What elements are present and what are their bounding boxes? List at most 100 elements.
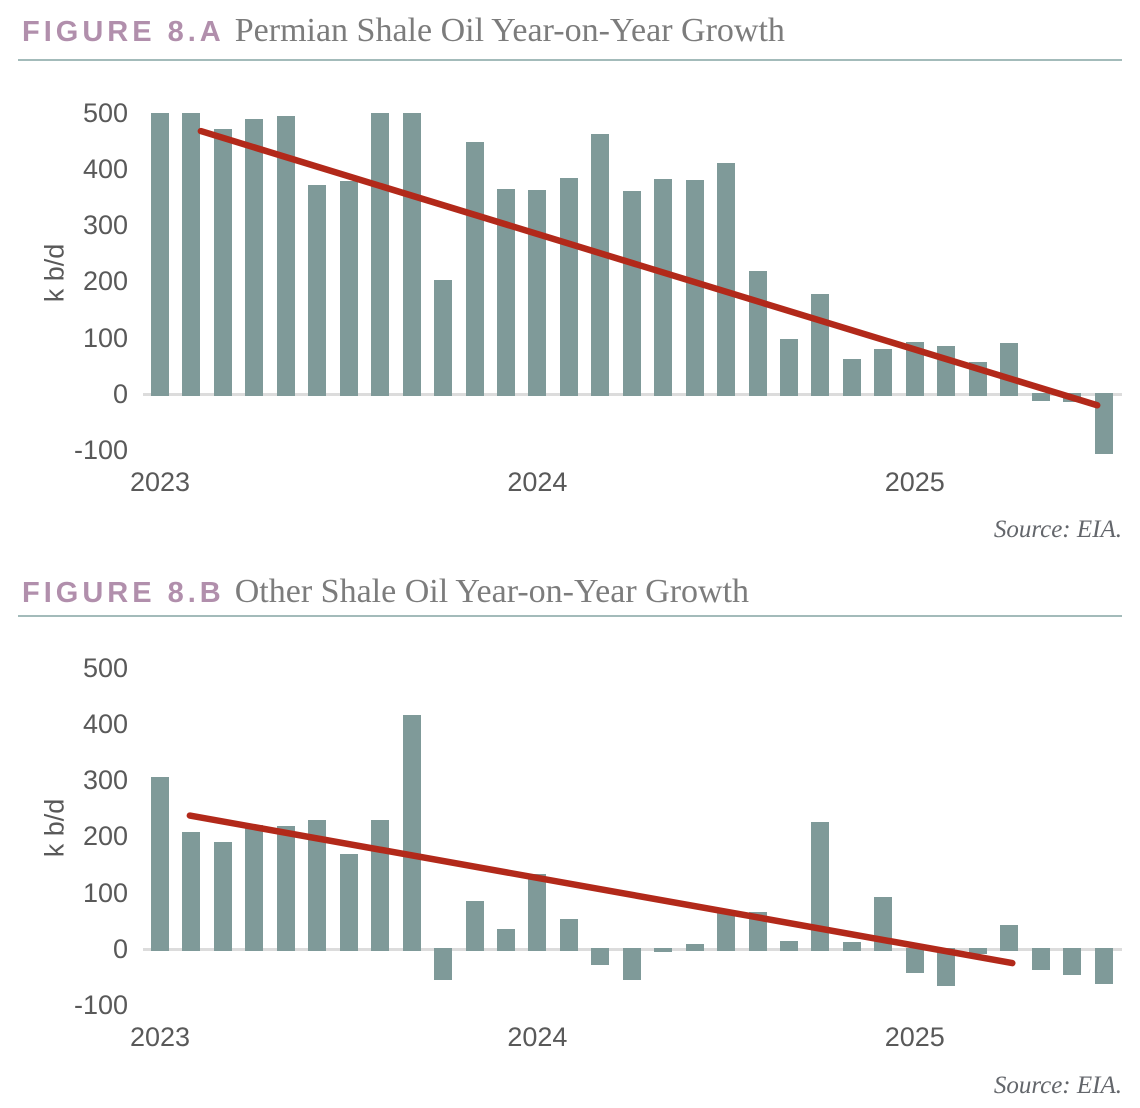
- bar-2024-01: [528, 874, 547, 951]
- source-note: Source: EIA.: [993, 1072, 1122, 1099]
- bar-2023-01: [151, 777, 169, 951]
- bar-2023-03: [213, 842, 232, 951]
- bar-2024-09: [780, 940, 798, 951]
- bar-2024-03: [591, 133, 610, 396]
- bar-2025-01: [905, 342, 924, 396]
- y-tick-label-400: 400: [82, 708, 128, 739]
- bar-2024-07: [717, 163, 736, 396]
- bar-2023-10: [434, 280, 453, 396]
- bar-2025-07: [1094, 948, 1113, 985]
- bar-2025-06: [1063, 948, 1082, 976]
- y-tick-label--100: -100: [73, 990, 128, 1021]
- bar-2024-04: [622, 191, 641, 396]
- figure-8b-title-row: FIGURE 8.B Other Shale Oil Year-on-Year G…: [22, 573, 1122, 611]
- title-divider: [18, 615, 1122, 617]
- bar-2023-04: [245, 118, 264, 396]
- chart-permian-yoy-growth: 500 400 300 200 100 0 -100 k b/d 2023 2024 2025: [0, 62, 1140, 502]
- bar-2024-10: [811, 822, 830, 951]
- y-tick-label-300: 300: [82, 210, 128, 241]
- bar-2024-05: [654, 948, 673, 952]
- bar-2024-02: [559, 178, 578, 396]
- x-tick-label-2023: 2023: [129, 1022, 191, 1052]
- x-tick-label-2024: 2024: [507, 467, 568, 497]
- bar-2023-05: [276, 826, 295, 951]
- y-axis-label: k b/d: [39, 243, 70, 303]
- source-note: Source: EIA.: [993, 516, 1122, 543]
- bar-2025-01: [905, 948, 924, 973]
- figure-8a-title-row: FIGURE 8.A Permian Shale Oil Year-on-Year…: [22, 12, 1122, 50]
- bar-2025-03: [968, 948, 987, 954]
- figure-8b-title: Other Shale Oil Year-on-Year Growth: [234, 573, 750, 610]
- bar-2023-02: [182, 832, 201, 951]
- x-tick-label-2025: 2025: [884, 467, 945, 497]
- bar-2025-05: [1031, 393, 1050, 402]
- trend-line: [197, 127, 1101, 409]
- y-tick-label-100: 100: [82, 877, 128, 908]
- bar-2023-01: [151, 112, 169, 396]
- bar-2025-03: [968, 361, 987, 396]
- bar-2023-11: [465, 141, 484, 396]
- bar-2023-09: [402, 715, 421, 951]
- x-tick-label-2024: 2024: [507, 1022, 568, 1052]
- bar-2025-02: [937, 346, 956, 396]
- bar-2025-06: [1063, 393, 1082, 403]
- bar-2023-11: [465, 901, 484, 951]
- x-tick-label-2025: 2025: [884, 1022, 945, 1052]
- figure-8a-title: Permian Shale Oil Year-on-Year Growth: [234, 12, 785, 49]
- y-tick-label-500: 500: [82, 652, 128, 683]
- bar-2024-02: [559, 919, 578, 951]
- bar-2023-12: [496, 188, 515, 396]
- y-axis-label: k b/d: [39, 798, 70, 858]
- figure-8a: FIGURE 8.A Permian Shale Oil Year-on-Year…: [0, 12, 1140, 543]
- y-tick-label-100: 100: [82, 322, 128, 353]
- y-tick-label-0: 0: [112, 934, 128, 964]
- y-tick-label-300: 300: [82, 765, 128, 796]
- x-tick-label-2023: 2023: [129, 467, 191, 497]
- figure-8a-label: FIGURE 8.A: [22, 16, 225, 48]
- chart-other-shale-yoy-growth: 500 400 300 200 100 0 -100 k b/d 2023 2024 2025: [0, 617, 1140, 1057]
- bar-2025-04: [1000, 925, 1019, 951]
- bar-2023-08: [371, 112, 390, 396]
- bar-2023-06: [308, 184, 327, 396]
- y-tick-label-200: 200: [82, 266, 128, 297]
- bar-2024-03: [591, 948, 610, 965]
- y-tick-label-400: 400: [82, 153, 128, 184]
- bar-2024-12: [874, 348, 893, 396]
- bar-2024-12: [874, 896, 893, 951]
- bar-2024-07: [717, 910, 736, 951]
- bar-2025-02: [937, 948, 956, 986]
- y-tick-label-500: 500: [82, 97, 128, 128]
- bar-2023-07: [339, 181, 358, 396]
- figure-8b: FIGURE 8.B Other Shale Oil Year-on-Year G…: [0, 562, 1140, 1108]
- bar-2023-10: [434, 948, 453, 980]
- bar-2024-08: [748, 271, 767, 396]
- bar-2024-11: [842, 358, 861, 396]
- bar-2023-02: [182, 112, 201, 396]
- title-divider: [18, 59, 1122, 61]
- bar-2024-01: [528, 190, 547, 396]
- bar-2024-11: [842, 942, 861, 951]
- bar-2025-04: [1000, 343, 1019, 396]
- bar-2024-09: [780, 339, 798, 396]
- bar-2024-06: [685, 944, 704, 951]
- bar-2024-05: [654, 178, 673, 396]
- y-tick-label--100: -100: [73, 435, 128, 466]
- bar-2023-08: [371, 819, 390, 951]
- bar-2023-06: [308, 819, 327, 951]
- y-tick-label-200: 200: [82, 821, 128, 852]
- bar-2023-07: [339, 854, 358, 951]
- bar-2023-03: [213, 129, 232, 396]
- trendline-layer: [186, 812, 1016, 967]
- bar-2024-10: [811, 293, 830, 396]
- bar-2023-09: [402, 112, 421, 396]
- figure-8b-label: FIGURE 8.B: [22, 577, 225, 609]
- bar-2024-04: [622, 948, 641, 980]
- bar-2023-12: [496, 929, 515, 951]
- bar-2025-05: [1031, 948, 1050, 971]
- bar-2023-04: [245, 825, 264, 951]
- bar-2024-06: [685, 180, 704, 396]
- y-tick-label-0: 0: [112, 379, 128, 409]
- bar-2023-05: [276, 116, 295, 396]
- bar-2024-08: [748, 911, 767, 951]
- bar-2025-07: [1094, 393, 1113, 455]
